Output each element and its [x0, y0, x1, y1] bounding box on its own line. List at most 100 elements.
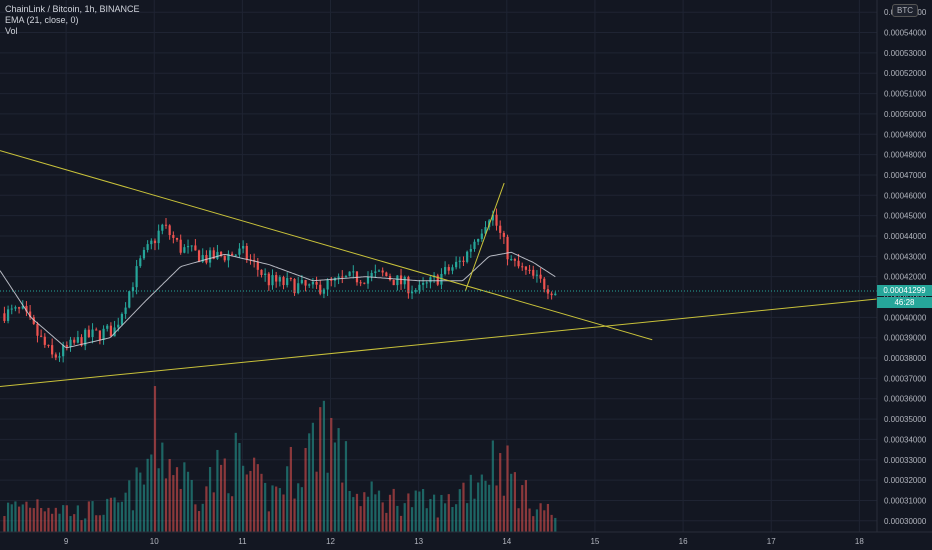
volume-bar [175, 467, 179, 532]
volume-bar [355, 493, 359, 532]
volume-bar [341, 482, 344, 532]
volume-bar [3, 516, 6, 532]
volume-bar [407, 493, 410, 532]
volume-bar [499, 453, 502, 532]
candle-body [554, 293, 557, 296]
candle-body [289, 278, 292, 280]
volume-bar [131, 510, 135, 532]
volume-bar [153, 386, 157, 532]
ema-indicator-label[interactable]: EMA (21, close, 0) [5, 15, 79, 25]
candle-body [344, 275, 348, 277]
candle-body [491, 214, 494, 221]
candle-body [3, 313, 6, 321]
candle-body [370, 272, 373, 277]
candle-body [186, 246, 190, 248]
time-axis[interactable]: 9 10 11 12 13 14 15 16 17 18 [0, 531, 932, 546]
candle-body [14, 307, 17, 309]
time-tick-label: 9 [64, 537, 69, 546]
volume-bar [172, 475, 175, 532]
volume-bar [337, 428, 340, 532]
price-tick-label: 0.00051000 [884, 90, 927, 99]
candle-body [455, 261, 458, 268]
price-tick-label: 0.00040000 [884, 313, 927, 322]
price-tick-label: 0.00054000 [884, 29, 927, 38]
volume-bar [451, 507, 454, 532]
candle-body [190, 245, 193, 247]
volume-bar [80, 520, 83, 532]
candle-body [377, 270, 381, 272]
candlesticks [3, 208, 557, 363]
volume-bar [36, 499, 39, 532]
price-tick-label: 0.00045000 [884, 212, 927, 221]
volume-bar [308, 433, 311, 532]
volume-bar [190, 479, 193, 532]
volume-bar [65, 505, 68, 532]
time-tick-label: 14 [502, 537, 511, 546]
volume-bar [234, 432, 237, 532]
volume-bar [392, 488, 395, 532]
price-tick-label: 0.00033000 [884, 456, 927, 465]
candle-body [36, 323, 39, 336]
trendlines[interactable] [0, 150, 878, 388]
candle-body [146, 244, 149, 250]
candle-body [521, 266, 524, 268]
volume-bar [87, 501, 90, 532]
volume-bar [168, 459, 171, 532]
symbol-title[interactable]: ChainLink / Bitcoin, 1h, BINANCE [5, 4, 140, 14]
volume-bar [326, 472, 329, 532]
candle-body [10, 308, 13, 310]
volume-bar [120, 501, 124, 532]
volume-bar [14, 501, 17, 532]
candle-body [480, 233, 483, 239]
volume-bar [322, 400, 326, 532]
volume-bar [238, 442, 241, 532]
candle-body [543, 278, 546, 290]
volume-bar [40, 508, 43, 532]
price-tick-label: 0.00031000 [884, 496, 927, 505]
volume-bar [532, 516, 535, 532]
candle-body [256, 261, 259, 270]
candle-body [212, 250, 215, 259]
candle-body [32, 317, 35, 324]
time-tick-label: 12 [326, 537, 335, 546]
volume-bar [344, 441, 348, 532]
candle-body [418, 284, 421, 291]
volume-bar [477, 482, 480, 532]
price-tick-label: 0.00053000 [884, 49, 927, 58]
volume-bar [473, 498, 476, 532]
volume-bar [300, 487, 303, 532]
volume-bar [513, 472, 516, 532]
candle-body [47, 344, 50, 346]
candle-body [164, 224, 168, 226]
price-tick-label: 0.00047000 [884, 171, 927, 180]
candle-body [326, 279, 329, 290]
volume-bar [227, 493, 230, 532]
volume-bar [242, 465, 245, 532]
volume-bar [436, 517, 439, 532]
volume-bar [256, 464, 259, 532]
volume-bar [6, 502, 10, 532]
volume-bar [429, 498, 432, 532]
candle-body [21, 305, 24, 309]
volume-bar [535, 509, 539, 532]
volume-bar [286, 466, 289, 532]
price-tick-label: 0.00036000 [884, 395, 927, 404]
currency-badge[interactable]: BTC [892, 4, 918, 17]
candle-body [293, 279, 296, 294]
bar-countdown-tag: 46:28 [877, 297, 932, 308]
candle-body [231, 253, 234, 256]
candle-body [73, 339, 76, 343]
volume-bar [124, 492, 127, 532]
volume-bar [146, 458, 149, 532]
candle-body [95, 329, 98, 331]
volume-bar [447, 494, 450, 532]
volume-bar [197, 511, 201, 532]
candle-body [267, 273, 270, 286]
volume-bar [69, 516, 72, 532]
candle-body [219, 251, 223, 256]
volume-bar [469, 474, 472, 532]
price-tick-label: 0.00052000 [884, 69, 927, 78]
volume-indicator-label[interactable]: Vol [5, 26, 18, 36]
volume-bar [223, 458, 226, 532]
